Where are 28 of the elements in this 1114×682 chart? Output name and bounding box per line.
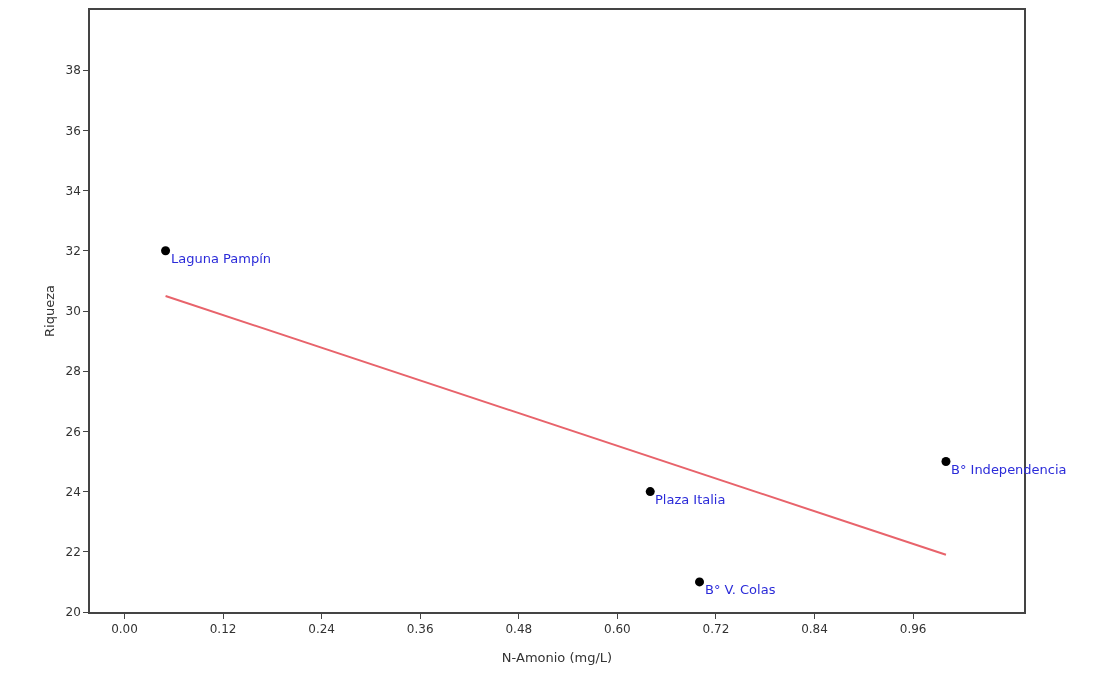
x-tick-label: 0.96	[899, 622, 927, 637]
y-tick-label: 22	[65, 545, 81, 559]
y-tick-label: 30	[65, 304, 81, 319]
point	[941, 457, 951, 466]
x-tick-label: 0.72	[702, 622, 730, 637]
y-tick-label: 24	[65, 484, 81, 499]
annotation: Laguna Pampín	[171, 251, 272, 266]
x-tick-label: 0.84	[801, 622, 828, 637]
y-tick-label: 32	[65, 244, 81, 258]
annotation: Plaza Italia	[655, 492, 726, 507]
y-tick-label: 34	[65, 183, 81, 198]
point	[645, 487, 655, 497]
y-tick-label: 28	[65, 364, 81, 379]
point	[161, 246, 171, 256]
annotation: B° V. Colas	[705, 582, 776, 597]
y-tick-label: 36	[65, 123, 81, 138]
point	[695, 577, 705, 587]
x-tick-label: 0.36	[406, 622, 434, 637]
y-tick-label: 26	[65, 424, 81, 439]
x-tick-label: 0.48	[505, 622, 533, 637]
y-axis-title: Riqueza	[41, 285, 57, 337]
x-axis-title: N-Amonio (mg/L)	[501, 649, 613, 665]
y-tick-label: 38	[65, 63, 81, 78]
x-tick-label: 0.00	[111, 622, 138, 637]
x-tick-label: 0.60	[604, 622, 631, 637]
y-tick-label: 20	[65, 605, 81, 620]
x-tick-label: 0.12	[209, 622, 237, 637]
x-tick-label: 0.24	[308, 622, 336, 637]
